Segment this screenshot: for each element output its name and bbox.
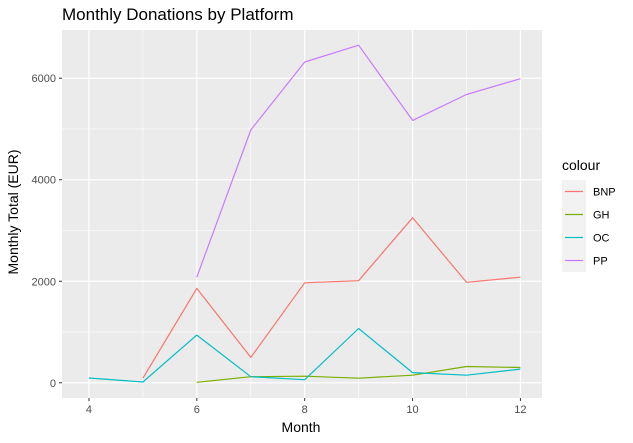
x-tick-label: 10 xyxy=(406,404,418,416)
series-line-bnp xyxy=(142,217,521,379)
y-tick-label: 4000 xyxy=(32,175,56,187)
y-axis-title: Monthly Total (EUR) xyxy=(5,149,21,274)
x-tick-label: 8 xyxy=(302,404,308,416)
legend: colour BNP GH OC PP xyxy=(562,157,616,272)
y-tick-label: 2000 xyxy=(32,276,56,288)
legend-label: OC xyxy=(593,233,610,245)
y-tick-labels: 0 2000 4000 6000 xyxy=(32,73,56,390)
y-tick-label: 6000 xyxy=(32,73,56,85)
x-tick-label: 12 xyxy=(514,404,526,416)
legend-item-pp: PP xyxy=(562,249,608,272)
x-tick-label: 4 xyxy=(86,404,92,416)
legend-label: GH xyxy=(593,210,610,222)
legend-item-bnp: BNP xyxy=(562,180,616,203)
major-gridlines xyxy=(62,30,542,398)
legend-item-oc: OC xyxy=(562,226,610,249)
legend-label: PP xyxy=(593,256,608,268)
y-tick-label: 0 xyxy=(50,378,56,390)
axis-ticks xyxy=(59,77,521,401)
series-lines xyxy=(88,44,521,383)
chart-title: Monthly Donations by Platform xyxy=(62,5,294,24)
legend-label: BNP xyxy=(593,187,616,199)
x-axis-title: Month xyxy=(282,419,321,435)
legend-title: colour xyxy=(562,157,600,173)
x-tick-labels: 4 6 8 10 12 xyxy=(86,404,527,416)
plot-panel xyxy=(62,30,542,398)
legend-item-gh: GH xyxy=(562,203,610,226)
series-line-pp xyxy=(196,44,521,278)
series-line-oc xyxy=(88,327,521,383)
x-tick-label: 6 xyxy=(194,404,200,416)
minor-gridlines xyxy=(62,30,542,398)
